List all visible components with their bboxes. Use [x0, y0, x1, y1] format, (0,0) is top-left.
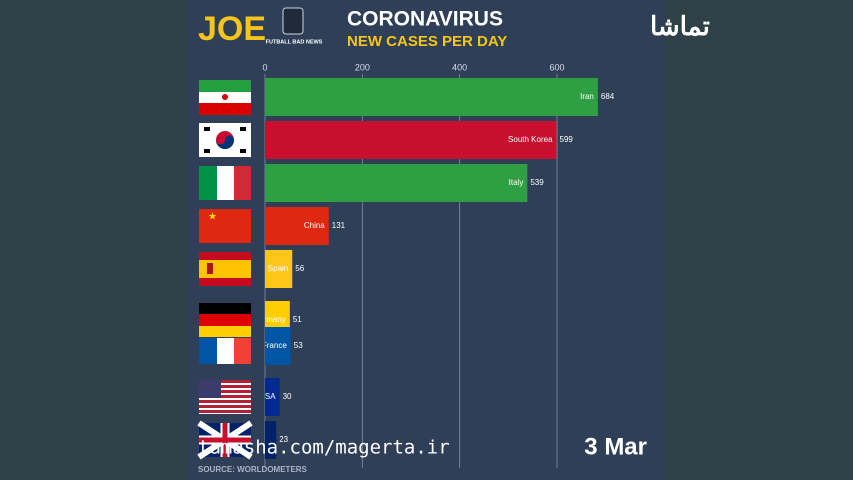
source-note: SOURCE: WORLDOMETERS	[198, 465, 308, 474]
panel	[187, 0, 665, 480]
bar-name-label: Germany	[253, 315, 286, 324]
value-label: 599	[560, 135, 574, 144]
bar-name-label: China	[304, 221, 325, 230]
x-tick-label: 0	[262, 62, 267, 72]
value-label: 684	[601, 92, 615, 101]
bar-group: China 131	[265, 207, 346, 245]
flag-usa	[199, 380, 251, 414]
letterbox-right	[665, 0, 853, 480]
logo-badge	[282, 7, 304, 35]
x-tick-label: 400	[452, 62, 467, 72]
chart-title: CORONAVIRUS	[347, 8, 503, 31]
bar-group: France 53	[262, 327, 303, 365]
bar	[265, 207, 329, 245]
value-label: 56	[295, 264, 304, 273]
value-label: 539	[530, 178, 544, 187]
flags: ★	[197, 80, 253, 460]
flag-italy	[199, 166, 251, 200]
value-label: 131	[332, 221, 346, 230]
value-label: 51	[293, 315, 302, 324]
bar-group: USA 30	[259, 378, 292, 416]
chart-subtitle: NEW CASES PER DAY	[347, 33, 507, 50]
bar	[265, 78, 598, 116]
bar	[265, 421, 277, 459]
flag-spain	[199, 252, 251, 286]
bar	[265, 250, 293, 288]
flag-france	[199, 338, 251, 364]
flag-uk	[197, 420, 253, 460]
bar-name-label: Spain	[268, 264, 288, 273]
letterbox-left	[0, 0, 187, 480]
bar-name-label: France	[262, 341, 287, 350]
bar	[265, 327, 291, 365]
date-label: 3 Mar	[584, 433, 647, 460]
brand: JOE	[198, 10, 266, 48]
flag-china: ★	[199, 209, 251, 243]
value-label: 23	[279, 435, 288, 444]
bar-name-label: South Korea	[508, 135, 553, 144]
value-label: 30	[283, 392, 292, 401]
url-watermark: tamasha.com/magerta.ir	[198, 437, 450, 459]
bar-group: 23	[265, 421, 289, 459]
bar	[265, 378, 280, 416]
bar-group: South Korea 599	[265, 121, 573, 159]
bar-group: Iran 684	[265, 78, 615, 116]
bar-group: Spain 56	[265, 250, 305, 288]
bar-group: Italy 539	[265, 164, 544, 202]
bar	[265, 164, 528, 202]
bar	[265, 121, 557, 159]
svg-text:★: ★	[208, 212, 217, 223]
flag-iran	[199, 80, 251, 115]
value-label: 53	[294, 341, 303, 350]
watermark-logo: تماشا	[650, 11, 710, 41]
x-tick-label: 600	[550, 62, 565, 72]
bar-name-label: Italy	[509, 178, 524, 187]
logo-text: FUTBALL BAD NEWS	[266, 39, 323, 45]
bar-name-label: USA	[259, 392, 276, 401]
bar-name-label: Iran	[580, 92, 594, 101]
x-tick-label: 200	[355, 62, 370, 72]
flag-south-korea	[199, 123, 251, 157]
flag-germany	[199, 303, 251, 337]
